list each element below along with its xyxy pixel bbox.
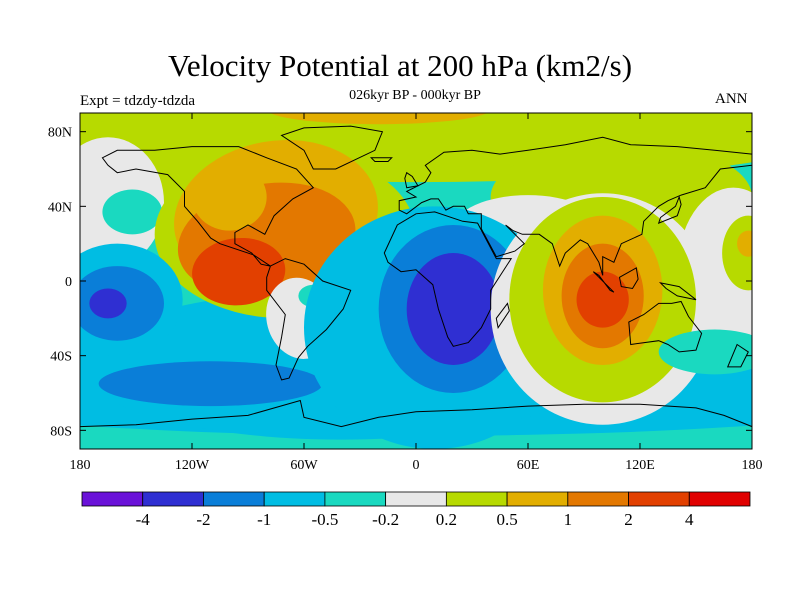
colorbar-label: 0.5 [496,510,517,529]
colorbar-swatch [567,491,629,507]
colorbar-label: -2 [196,510,210,529]
coastline-madagascar [495,302,510,329]
coastline-sumatra [592,271,615,293]
coastline-borneo [618,267,639,290]
contour-shade [102,189,163,235]
contour-shade [192,163,267,231]
coastline-new-guinea [658,282,697,301]
x-tick-label: 180 [742,458,763,473]
coastline-south-america [266,258,352,381]
x-tick-label: 60W [290,458,318,473]
coastline-greenland-ice [369,157,393,162]
coastline-antarctica [80,399,752,449]
y-axis: 80N 40N 0 40S 80S [48,126,752,439]
colorbar-label: -4 [136,510,151,529]
colorbar-swatch [688,491,751,507]
chart-subtitle: 026kyr BP - 000kyr BP [349,88,481,103]
coastline-japan [657,195,682,224]
coastline-eurasia [398,136,752,276]
colorbar-swatch [203,491,265,507]
y-tick-label: 40N [48,200,72,215]
contour-shade [658,329,752,375]
colorbar-label: -1 [257,510,271,529]
experiment-label: Expt = tdzdy-tdzda [80,93,196,109]
colorbar-swatch [81,491,144,507]
colorbar-swatch [324,491,387,507]
map-area [80,113,752,449]
x-tick-label: 60E [517,458,540,473]
colorbar: -4 -2 -1 -0.5 -0.2 0.2 0.5 1 2 4 [81,491,751,529]
colorbar-swatch [142,491,204,507]
contour-shade [89,288,127,319]
contour-shade [98,361,323,407]
coastline-greenland [280,125,384,170]
coastline-australia [628,300,703,353]
colorbar-swatch [628,491,690,507]
chart-title: Velocity Potential at 200 hPa (km2/s) [167,48,633,83]
coastlines [80,125,752,449]
x-tick-label: 120W [175,458,210,473]
y-tick-label: 0 [65,275,72,290]
contour-shade [192,237,286,306]
colorbar-label: -0.2 [372,510,399,529]
contour-shade [406,253,501,365]
y-tick-label: 80S [50,424,72,439]
colorbar-swatch [506,491,569,507]
colorbar-swatch [445,491,508,507]
colorbar-label: 0.2 [436,510,457,529]
colorbar-label: 4 [685,510,694,529]
y-tick-label: 80N [48,126,72,141]
velocity-potential-field [80,113,752,449]
coastline-north-america [101,146,315,267]
coastline-new-zealand [726,343,749,368]
colorbar-swatch [385,491,447,507]
x-tick-label: 180 [70,458,91,473]
season-label: ANN [715,91,748,107]
contour-shade [270,113,488,125]
y-tick-label: 40S [50,350,72,365]
colorbar-swatch [263,491,326,507]
coastline-britain [404,171,419,189]
coastline-africa [383,211,513,347]
colorbar-label: -0.5 [311,510,338,529]
contour-shade [576,271,629,328]
x-axis: 180 120W 60W 0 60E 120E 180 [70,113,763,473]
contour-shade [737,230,752,257]
x-tick-label: 0 [413,458,420,473]
colorbar-label: 2 [624,510,633,529]
colorbar-label: 1 [564,510,573,529]
x-tick-label: 120E [625,458,655,473]
